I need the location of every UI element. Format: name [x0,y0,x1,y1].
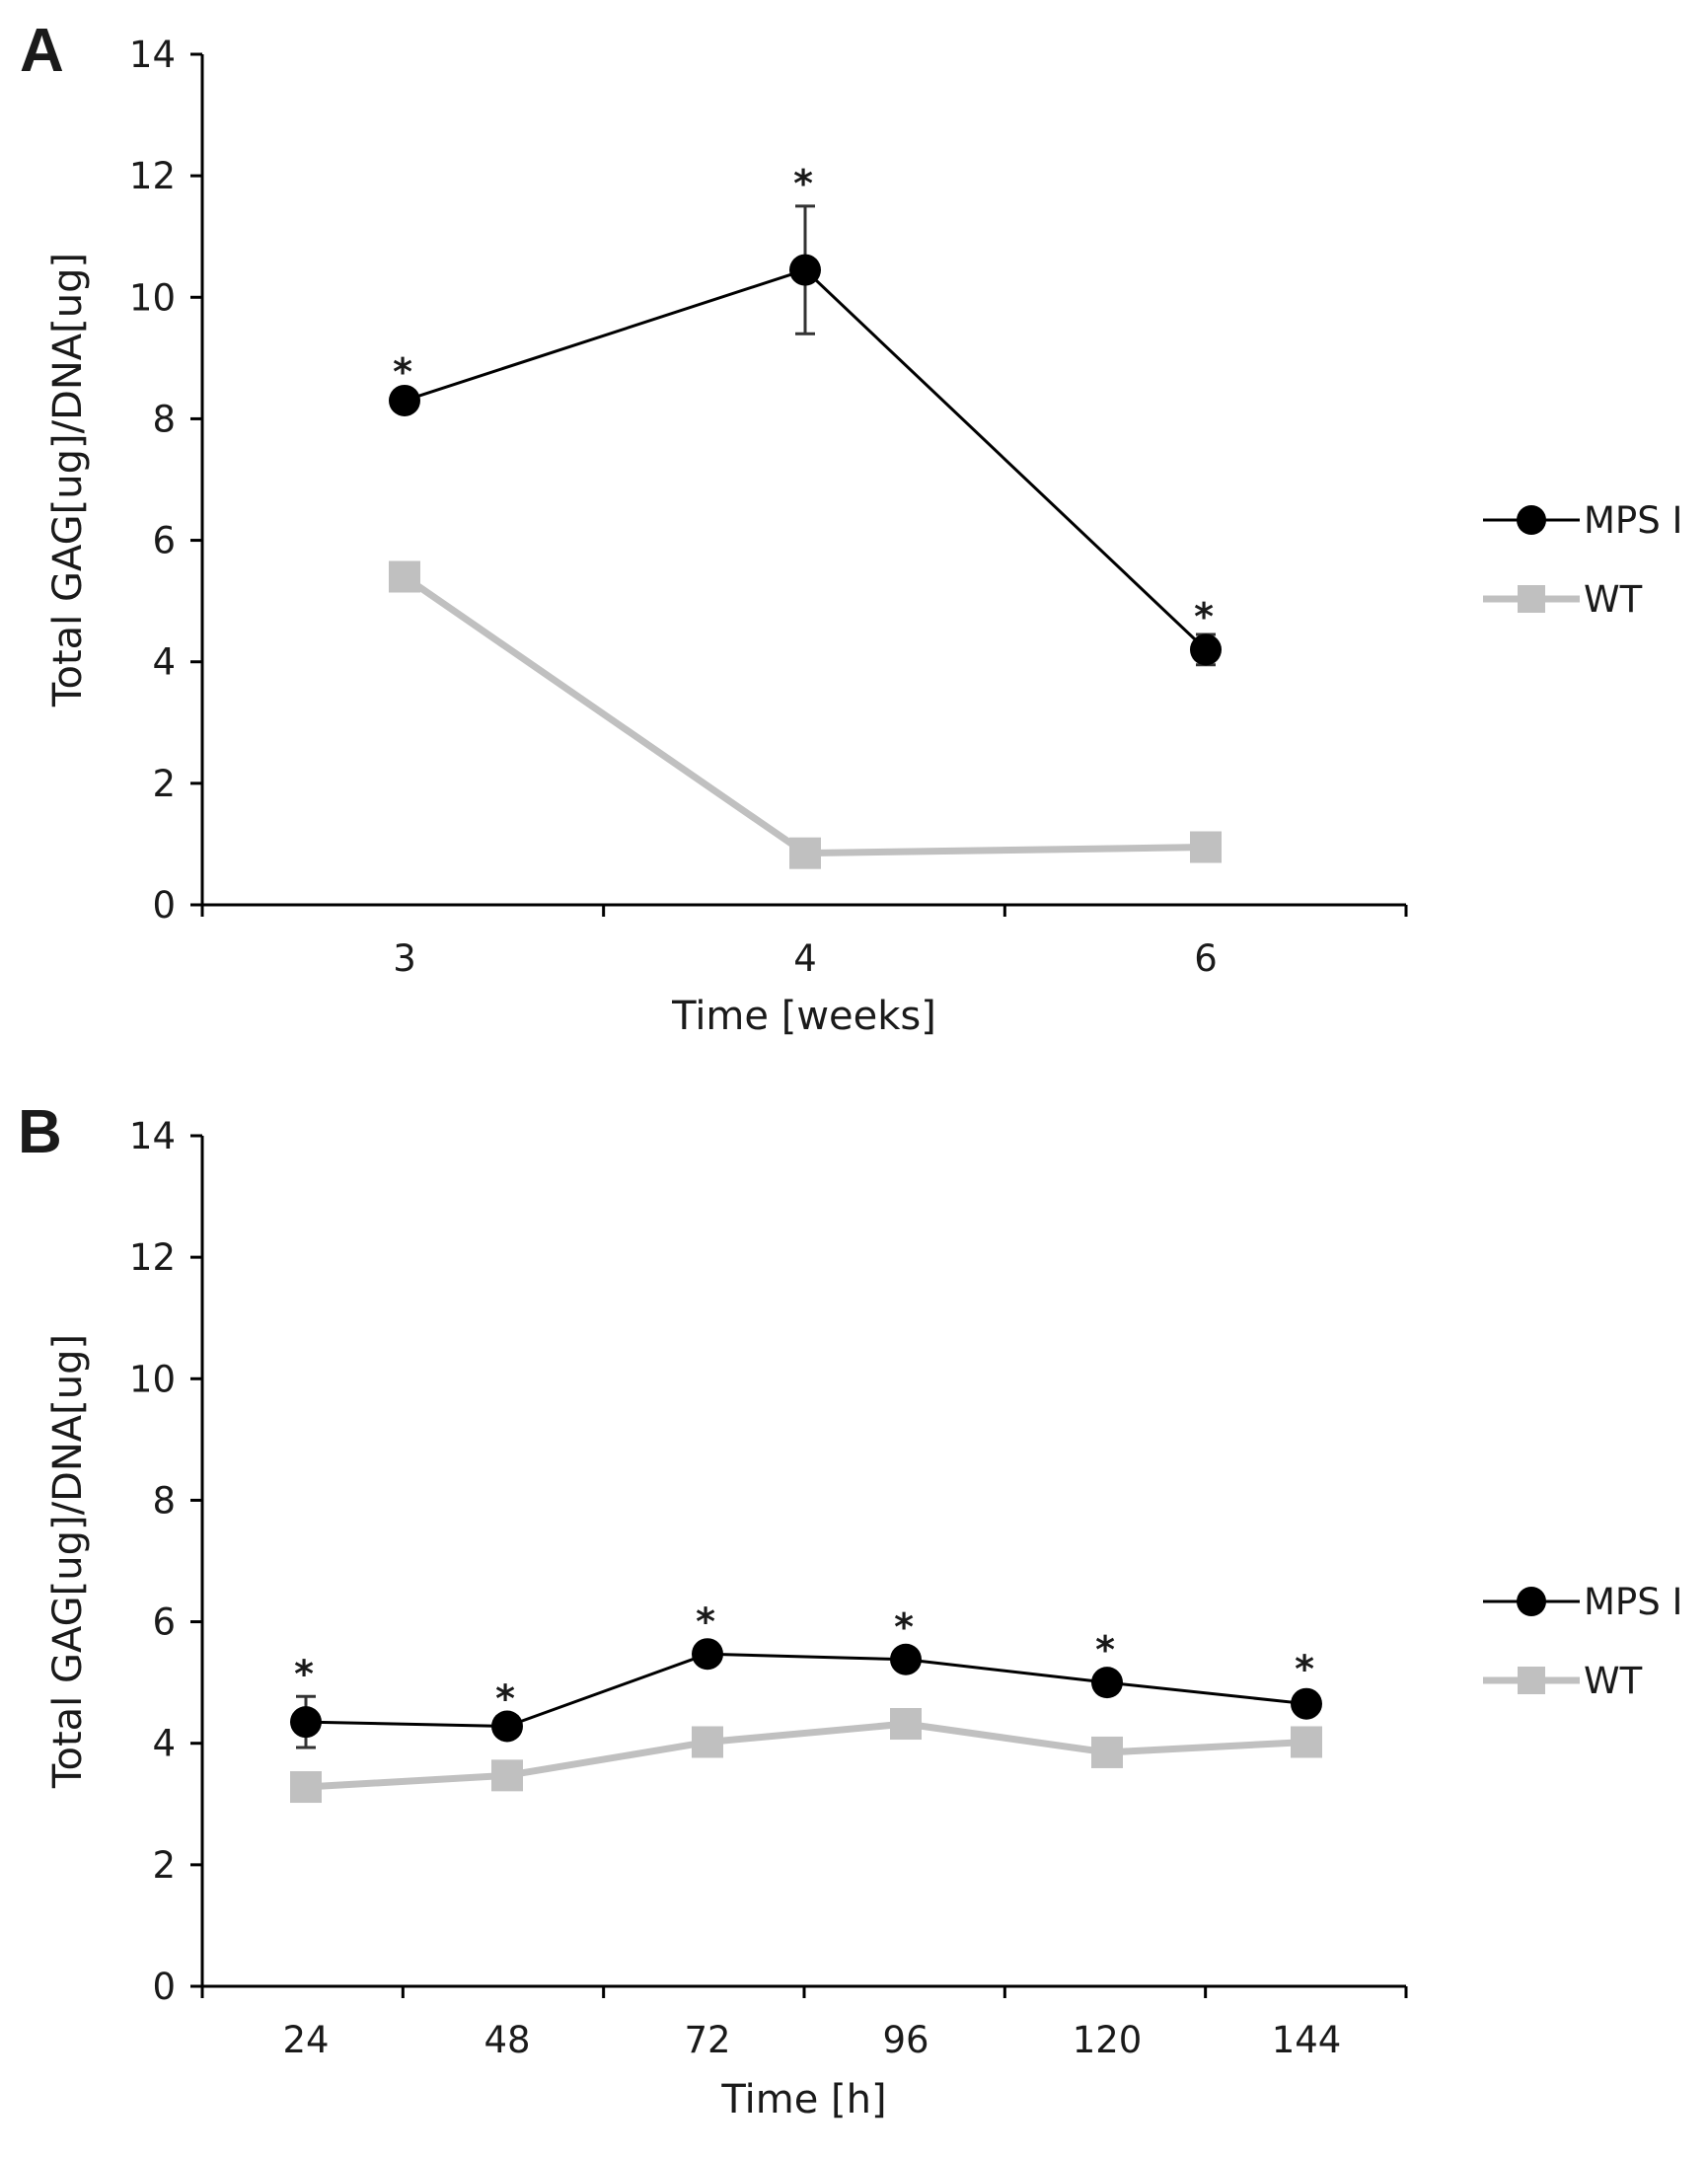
data-point-square [789,837,821,869]
y-tick-label: 2 [152,1844,176,1887]
x-tick-label: 6 [1194,937,1218,980]
x-tick-label: 3 [393,937,416,980]
y-tick-label: 6 [152,1601,176,1644]
x-axis-title: Time [h] [720,2077,886,2122]
significance-marker: * [495,1677,515,1721]
x-axis-title: Time [weeks] [671,994,936,1039]
series-wt [290,1708,1322,1804]
legend: MPS I WT [1483,1581,1682,1702]
x-tick-label: 48 [483,2019,530,2061]
x-tick-label: 144 [1272,2019,1342,2061]
legend-marker-square [1518,585,1545,613]
data-point-circle [1091,1667,1123,1699]
panel-letter: B [18,1098,62,1166]
data-point-square [1291,1726,1322,1758]
data-point-square [1091,1736,1123,1768]
y-axis-title: Total GAG[ug]/DNA[ug] [45,1334,91,1789]
data-point-circle [789,254,821,286]
y-tick-label: 4 [152,1723,176,1765]
legend-marker-circle [1517,505,1546,535]
data-point-circle [290,1706,322,1739]
x-tick-label: 72 [684,2019,730,2061]
data-point-circle [890,1643,922,1675]
data-point-square [1190,831,1222,863]
data-point-square [692,1726,723,1758]
chart-panel-a: A 0 2 4 6 8 10 12 14 3 4 6 Time [weeks] Total GAG[ug]… [20,17,1682,1039]
data-point-square [389,560,420,593]
data-point-circle [389,384,420,416]
significance-marker: * [894,1605,914,1649]
data-point-square [890,1708,922,1741]
y-tick-label: 12 [129,155,176,197]
series-wt [389,560,1222,869]
y-tick-label: 14 [129,34,176,76]
y-tick-label: 0 [152,884,176,927]
x-tick-label: 120 [1073,2019,1143,2061]
series-mps-i: * * * [389,162,1222,667]
y-tick-label: 2 [152,763,176,805]
y-tick-label: 6 [152,520,176,562]
y-tick-label: 8 [152,1479,176,1522]
panel-letter: A [20,17,64,85]
legend-marker-circle [1517,1587,1546,1616]
data-point-square [290,1771,322,1804]
legend: MPS I WT [1483,499,1682,621]
data-point-square [491,1759,523,1792]
significance-marker: * [1295,1647,1314,1690]
y-axis-title: Total GAG[ug]/DNA[ug] [45,253,91,707]
x-tick-label: 4 [793,937,817,980]
legend-marker-square [1518,1667,1545,1694]
series-line [403,573,1207,857]
y-tick-label: 8 [152,398,176,440]
series-line [305,1720,1307,1791]
significance-marker: * [294,1652,314,1695]
data-point-circle [1291,1687,1322,1720]
significance-marker: * [393,350,412,394]
series-mps-i: * * * * * * [290,1599,1322,1749]
y-tick-label: 12 [129,1236,176,1279]
significance-marker: * [696,1599,715,1643]
data-point-circle [692,1638,723,1671]
data-point-circle [491,1710,523,1743]
y-tick-label: 10 [129,276,176,319]
legend-label: MPS I [1584,499,1682,542]
data-point-circle [1190,633,1222,666]
significance-marker: * [1095,1628,1115,1672]
series-line [305,1652,1307,1728]
significance-marker: * [793,162,813,205]
x-tick-label: 96 [882,2019,928,2061]
y-tick-label: 14 [129,1115,176,1157]
significance-marker: * [1194,595,1214,638]
y-tick-label: 4 [152,641,176,684]
legend-label: WT [1584,578,1643,621]
legend-label: WT [1584,1660,1643,1702]
y-tick-label: 0 [152,1966,176,2008]
legend-label: MPS I [1584,1581,1682,1623]
y-tick-label: 10 [129,1358,176,1400]
x-tick-label: 24 [282,2019,329,2061]
